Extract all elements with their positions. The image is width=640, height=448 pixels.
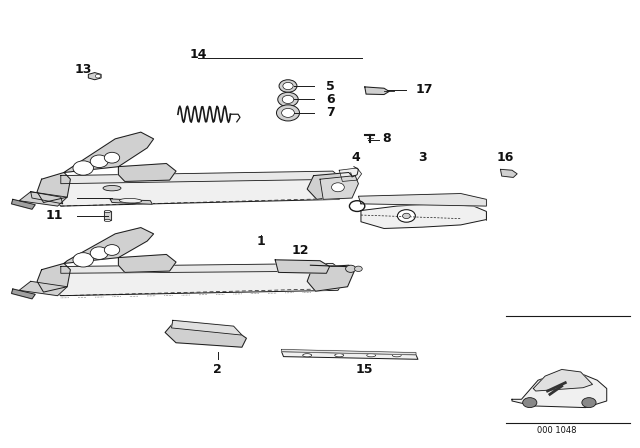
Polygon shape [61, 263, 342, 273]
Ellipse shape [120, 198, 141, 203]
Polygon shape [282, 352, 418, 359]
Text: 6: 6 [326, 93, 335, 106]
Text: 5: 5 [326, 79, 335, 93]
Circle shape [523, 398, 537, 408]
Ellipse shape [367, 354, 376, 357]
Polygon shape [533, 370, 593, 391]
Polygon shape [361, 204, 486, 228]
Circle shape [397, 210, 415, 222]
Text: 10: 10 [45, 191, 63, 205]
Polygon shape [275, 260, 330, 273]
Ellipse shape [303, 354, 312, 357]
Polygon shape [19, 281, 67, 296]
Text: 2: 2 [213, 363, 222, 376]
Ellipse shape [335, 354, 344, 357]
Polygon shape [320, 176, 358, 199]
Polygon shape [64, 228, 154, 263]
Polygon shape [172, 320, 242, 335]
Circle shape [403, 213, 410, 219]
Polygon shape [19, 192, 67, 206]
Text: 000 1048: 000 1048 [537, 426, 577, 435]
Polygon shape [165, 323, 246, 347]
Circle shape [282, 95, 294, 103]
Circle shape [104, 245, 120, 255]
Polygon shape [307, 172, 355, 199]
Ellipse shape [103, 185, 121, 191]
Polygon shape [282, 349, 416, 355]
Circle shape [276, 105, 300, 121]
Polygon shape [365, 87, 389, 95]
Ellipse shape [392, 354, 401, 357]
Circle shape [282, 108, 294, 117]
Polygon shape [118, 254, 176, 272]
Polygon shape [512, 372, 607, 408]
Circle shape [104, 152, 120, 163]
Text: 17: 17 [416, 83, 433, 96]
Polygon shape [104, 211, 111, 220]
Text: 1: 1 [257, 234, 266, 248]
Polygon shape [88, 73, 101, 80]
Text: 13: 13 [74, 63, 92, 76]
Polygon shape [307, 265, 354, 291]
Ellipse shape [104, 219, 111, 221]
Text: 4: 4 [351, 151, 360, 164]
Circle shape [355, 266, 362, 271]
Text: 15: 15 [356, 363, 374, 376]
Text: 16: 16 [497, 151, 515, 164]
Polygon shape [48, 175, 349, 206]
Polygon shape [64, 132, 154, 172]
Circle shape [278, 92, 298, 107]
Text: 12: 12 [292, 244, 310, 258]
Text: 14: 14 [189, 48, 207, 61]
Circle shape [582, 398, 596, 408]
Text: 3: 3 [418, 151, 427, 164]
Polygon shape [61, 171, 342, 184]
Text: 11: 11 [45, 209, 63, 223]
Polygon shape [48, 267, 349, 296]
Circle shape [346, 265, 356, 272]
Polygon shape [358, 194, 486, 206]
Circle shape [332, 183, 344, 192]
Circle shape [90, 247, 108, 259]
Circle shape [73, 161, 93, 175]
Text: 9: 9 [50, 179, 59, 192]
Circle shape [73, 253, 93, 267]
Polygon shape [110, 199, 152, 204]
Polygon shape [500, 169, 517, 177]
Polygon shape [12, 289, 35, 299]
Polygon shape [37, 172, 70, 202]
Circle shape [95, 74, 100, 78]
Circle shape [90, 155, 108, 168]
Polygon shape [12, 199, 35, 209]
Text: 8: 8 [383, 132, 391, 146]
Text: 7: 7 [326, 106, 335, 120]
Ellipse shape [104, 210, 111, 212]
Polygon shape [31, 192, 63, 204]
Polygon shape [37, 263, 70, 292]
Polygon shape [118, 164, 176, 181]
Circle shape [279, 80, 297, 92]
Polygon shape [339, 168, 362, 181]
Circle shape [283, 82, 293, 90]
